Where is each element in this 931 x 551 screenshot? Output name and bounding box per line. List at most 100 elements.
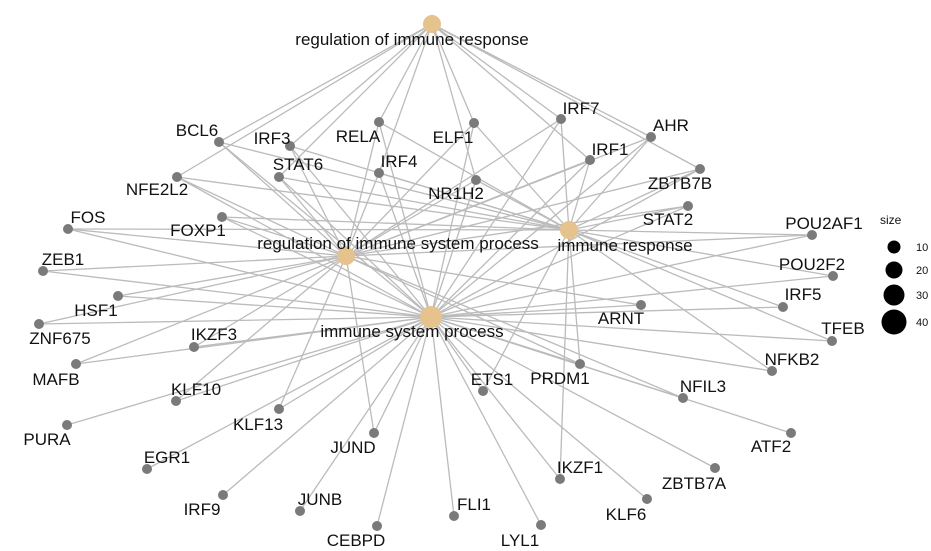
edge-irf7-immune-response xyxy=(560,118,570,231)
legend-label-20: 20 xyxy=(916,265,928,277)
edge-irf4-immune-system-process xyxy=(378,172,432,318)
edge-ets1-immune-system-process xyxy=(430,316,484,392)
edge-pou2f2-immune-system-process xyxy=(430,275,834,318)
gene-label-zeb1: ZEB1 xyxy=(42,250,85,269)
gene-node-znf675 xyxy=(34,319,44,329)
edge-irf9-immune-system-process xyxy=(222,316,432,496)
edge-pou2af1-immune-response xyxy=(568,229,813,236)
edge-irf4-immune-response xyxy=(378,172,570,231)
gene-node-junb xyxy=(295,506,305,516)
gene-node-ahr xyxy=(646,132,656,142)
gene-node-elf1 xyxy=(469,118,479,128)
edge-prdm1-regulation-of-immune-system-process xyxy=(345,255,581,365)
edge-atf2-immune-system-process xyxy=(430,316,792,434)
gene-node-stat2 xyxy=(683,201,693,211)
edge-ahr-immune-response xyxy=(568,136,652,231)
edge-klf6-immune-system-process xyxy=(430,316,648,500)
term-node-regulation-of-immune-system-process xyxy=(337,247,355,265)
edge-foxp1-immune-response xyxy=(221,216,570,231)
legend-label-10: 10 xyxy=(916,242,928,254)
gene-label-nfil3: NFIL3 xyxy=(680,377,726,396)
edge-nr1h2-regulation-of-immune-system-process xyxy=(345,179,477,257)
gene-node-egr1 xyxy=(142,464,152,474)
edge-zbtb7a-immune-system-process xyxy=(430,316,716,469)
gene-node-irf5 xyxy=(778,302,788,312)
edge-stat6-regulation-of-immune-response xyxy=(278,23,433,178)
edge-ikzf1-immune-response xyxy=(559,229,570,480)
edge-irf5-immune-system-process xyxy=(430,306,784,318)
edge-pou2f2-immune-response xyxy=(568,229,834,277)
gene-label-tfeb: TFEB xyxy=(821,319,864,338)
label-layer: BCL6 IRF3 RELA ELF1 IRF7 AHR IRF1 STAT6 IRF4 NFE2… xyxy=(23,30,864,550)
edge-jund-immune-system-process xyxy=(373,316,432,434)
gene-label-ahr: AHR xyxy=(653,116,689,135)
gene-label-irf1: IRF1 xyxy=(592,140,629,159)
legend-dot-30 xyxy=(883,284,905,306)
edge-znf675-immune-system-process xyxy=(38,316,432,325)
gene-label-foxp1: FOXP1 xyxy=(170,221,226,240)
gene-label-irf7: IRF7 xyxy=(563,99,600,118)
term-label-immune-response: immune response xyxy=(557,236,692,255)
edge-irf7-immune-system-process xyxy=(430,118,562,318)
gene-node-ikzf1 xyxy=(555,474,565,484)
edge-nr1h2-immune-system-process xyxy=(430,179,477,318)
edge-elf1-regulation-of-immune-system-process xyxy=(345,122,475,257)
gene-node-rela xyxy=(374,117,384,127)
edge-junb-immune-system-process xyxy=(299,316,432,512)
edge-tfeb-immune-system-process xyxy=(430,316,833,342)
gene-label-irf5: IRF5 xyxy=(785,285,822,304)
edge-fos-regulation-of-immune-system-process xyxy=(67,228,347,257)
edge-irf7-regulation-of-immune-response xyxy=(431,23,562,120)
edge-irf4-regulation-of-immune-response xyxy=(378,23,433,174)
gene-label-stat2: STAT2 xyxy=(643,210,693,229)
gene-node-irf9 xyxy=(218,490,228,500)
edge-nfe2l2-regulation-of-immune-response xyxy=(176,23,433,178)
gene-label-lyl1: LYL1 xyxy=(501,531,539,550)
gene-label-nr1h2: NR1H2 xyxy=(428,184,484,203)
edge-ets1-immune-response xyxy=(482,229,570,392)
edge-zbtb7b-immune-system-process xyxy=(430,168,701,318)
edge-stat6-immune-system-process xyxy=(278,176,432,318)
gene-node-irf3 xyxy=(285,141,295,151)
edge-stat2-regulation-of-immune-system-process xyxy=(345,205,689,257)
term-label-immune-system-process: immune system process xyxy=(320,322,503,341)
edge-klf13-immune-system-process xyxy=(278,316,432,410)
gene-label-rela: RELA xyxy=(336,127,381,146)
gene-label-klf13: KLF13 xyxy=(233,415,283,434)
gene-label-irf4: IRF4 xyxy=(381,152,418,171)
gene-label-elf1: ELF1 xyxy=(433,128,474,147)
gene-node-lyl1 xyxy=(536,520,546,530)
legend-title: size xyxy=(880,213,902,227)
edge-cebpd-immune-system-process xyxy=(376,316,432,527)
edge-fli1-immune-system-process xyxy=(430,316,455,517)
edge-rela-regulation-of-immune-response xyxy=(378,23,433,123)
gene-label-pura: PURA xyxy=(23,430,71,449)
gene-label-zbtb7a: ZBTB7A xyxy=(662,474,727,493)
edge-irf3-immune-system-process xyxy=(289,145,432,318)
gene-label-stat6: STAT6 xyxy=(273,155,323,174)
edge-stat6-immune-response xyxy=(278,176,570,231)
gene-node-nfkb2 xyxy=(767,366,777,376)
gene-label-jund: JUND xyxy=(330,438,375,457)
gene-node-jund xyxy=(369,428,379,438)
edge-stat2-immune-system-process xyxy=(430,205,689,318)
edge-rela-regulation-of-immune-system-process xyxy=(345,121,380,257)
gene-node-arnt xyxy=(636,300,646,310)
gene-label-klf6: KLF6 xyxy=(606,505,647,524)
gene-label-pou2f2: POU2F2 xyxy=(779,255,845,274)
term-node-immune-response xyxy=(560,221,578,239)
edge-layer xyxy=(38,23,834,527)
edge-jund-regulation-of-immune-system-process xyxy=(345,255,375,434)
gene-label-nfkb2: NFKB2 xyxy=(765,350,820,369)
edge-pura-immune-system-process xyxy=(66,316,432,426)
gene-label-cebpd: CEBPD xyxy=(327,531,386,550)
gene-node-hsf1 xyxy=(113,291,123,301)
edge-nfe2l2-regulation-of-immune-system-process xyxy=(176,176,347,257)
gene-node-ikzf3 xyxy=(189,342,199,352)
edge-rela-immune-system-process xyxy=(378,121,432,318)
gene-node-atf2 xyxy=(786,428,796,438)
gene-label-irf3: IRF3 xyxy=(254,129,291,148)
gene-node-klf6 xyxy=(642,494,652,504)
gene-node-nfil3 xyxy=(678,393,688,403)
gene-node-nr1h2 xyxy=(471,175,481,185)
